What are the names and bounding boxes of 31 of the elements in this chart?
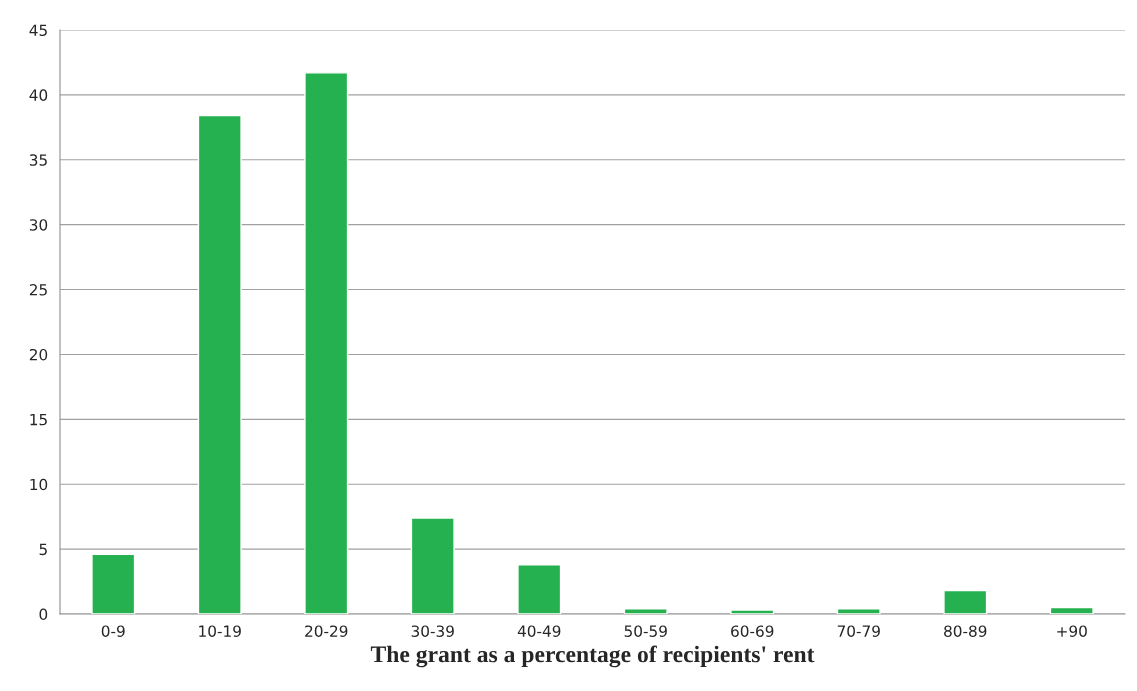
x-tick-label: 80-89 [944, 625, 987, 637]
bar [836, 608, 881, 614]
y-tick-label: 10 [30, 478, 48, 491]
bar [623, 608, 668, 614]
y-tick-label: 0 [39, 608, 48, 621]
bar [730, 609, 775, 614]
y-tick-label: 45 [29, 24, 47, 37]
bar [410, 517, 455, 614]
x-tick-label: 40-49 [517, 625, 561, 637]
bar [91, 553, 136, 614]
y-tick-label: 5 [39, 543, 47, 556]
bar [197, 114, 242, 614]
x-tick-label: 60-69 [731, 625, 774, 637]
y-tick-label: 20 [29, 348, 48, 361]
y-tick-label: 30 [29, 219, 48, 231]
y-tick-label: 35 [29, 154, 47, 166]
bar [1049, 606, 1094, 614]
x-tick-label: +90 [1057, 625, 1087, 637]
x-tick-label: 30-39 [411, 625, 454, 637]
x-tick-label: 70-79 [837, 625, 880, 637]
y-tick-label: 40 [29, 89, 48, 101]
bar [943, 589, 988, 614]
x-tick-label: 50-59 [624, 625, 667, 637]
x-axis-title: The grant as a percentage of recipients' rent [370, 645, 815, 668]
bar [517, 563, 562, 614]
bar [304, 72, 349, 614]
x-tick-label: 0-9 [101, 625, 125, 637]
y-tick-label: 15 [30, 414, 47, 426]
y-tick-label: 25 [29, 284, 47, 296]
x-tick-label: 20-29 [305, 625, 348, 637]
x-tick-label: 10-19 [199, 625, 241, 637]
